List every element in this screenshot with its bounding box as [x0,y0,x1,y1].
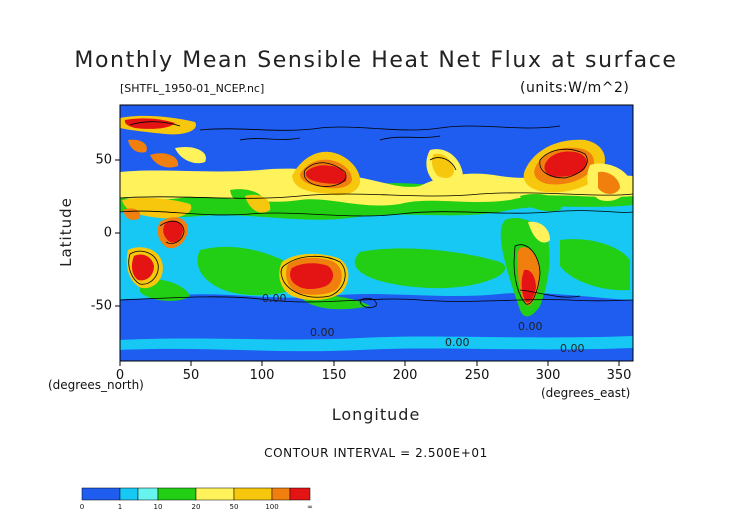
legend-label: 10 [153,503,163,511]
green-ocean-patch [354,248,506,289]
legend-swatch [137,487,159,501]
contour-label: 0.00 [262,292,287,305]
legend-label: 100 [265,503,279,511]
antarctica [120,352,633,361]
australia-red [290,263,334,289]
contour-label: 0.00 [310,326,335,339]
north-green-patch [520,193,562,212]
contour-label: 0.00 [560,342,585,355]
arctic-red [124,118,175,129]
x-tick-label: 100 [249,368,275,383]
alaska-orange [431,153,454,178]
green-ocean-patch [197,246,306,296]
x-tick-label: 0 [115,368,125,383]
legend-swatch [195,487,235,501]
x-tick-label: 300 [535,368,561,383]
x-tick-label: 200 [392,368,418,383]
y-tick-label: 50 [95,152,112,168]
contour-interval-label: CONTOUR INTERVAL = 2.500E+01 [264,446,488,460]
units-label: (units:W/m^2) [520,80,630,96]
x-tick-label: 350 [606,368,632,383]
europe-yellow [175,146,206,164]
green-ocean-patch [560,239,630,291]
axis-ticks [115,159,620,366]
y-tick-label: 0 [103,225,112,241]
legend-label: ∞ [307,503,313,511]
south-africa-red [131,254,154,281]
north-atlantic-red [544,151,587,177]
x-tick-label: 250 [464,368,490,383]
legend-label: 20 [191,503,201,511]
middle-east-orange [245,194,271,213]
legend-swatch [81,487,121,501]
legend-swatch [271,487,291,501]
central-africa-red [163,220,183,243]
canada-orange [598,171,620,194]
arctic-orange [128,139,147,153]
brazil-yellow [528,221,550,243]
legend-label: 50 [229,503,239,511]
legend-swatch [119,487,139,501]
y-axis-units: (degrees_north) [48,378,144,392]
x-tick-label: 150 [321,368,347,383]
europe-orange [150,153,179,168]
chart-title: Monthly Mean Sensible Heat Net Flux at s… [74,48,678,73]
southern-ocean-cyan [120,336,633,352]
contour-label: 0.00 [445,336,470,349]
file-name-label: [SHTFL_1950-01_NCEP.nc] [120,82,265,95]
x-axis-title: Longitude [331,405,421,424]
y-tick-label: -50 [90,298,112,314]
legend-label: 1 [117,503,123,511]
legend-swatch [157,487,197,501]
x-tick-label: 50 [182,368,200,383]
legend-swatch [289,487,311,501]
east-asia-red [305,165,347,184]
legend-swatch [233,487,273,501]
x-axis-units: (degrees_east) [541,386,631,400]
contour-lines [120,121,633,308]
contour-label: 0.00 [518,320,543,333]
legend-label: 0 [79,503,85,511]
color-legend [81,487,311,501]
south-america-red [521,269,536,303]
